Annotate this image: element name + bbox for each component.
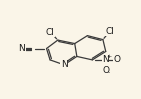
- Text: N: N: [18, 44, 25, 53]
- Text: -: -: [108, 71, 110, 76]
- Text: Cl: Cl: [105, 27, 114, 36]
- Text: N: N: [102, 55, 109, 64]
- Text: +: +: [106, 54, 112, 59]
- Text: O: O: [114, 55, 121, 64]
- Text: N: N: [61, 60, 68, 69]
- Text: O: O: [102, 66, 109, 75]
- Text: Cl: Cl: [46, 28, 55, 37]
